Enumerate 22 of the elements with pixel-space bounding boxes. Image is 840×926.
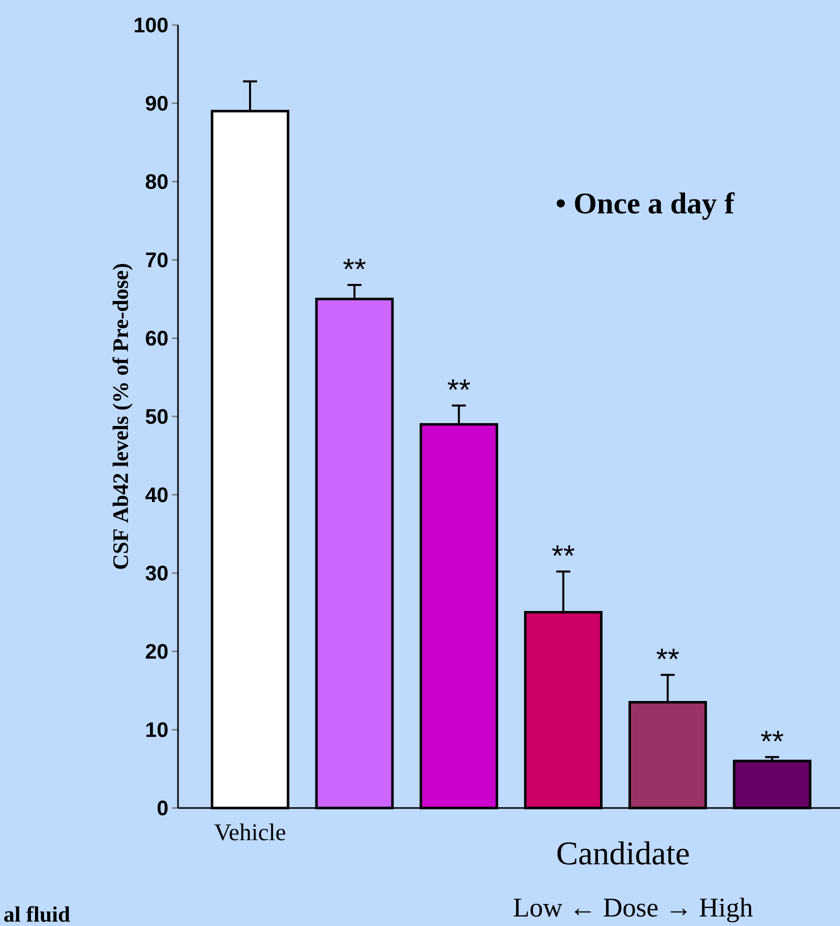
annotation: ** — [656, 648, 679, 660]
annotation: • Once a day f — [556, 192, 735, 220]
annotation: ** — [760, 730, 784, 742]
annotation: ** — [552, 545, 574, 556]
text: Candidate — [557, 841, 689, 865]
y-tick-label: 100 — [134, 18, 168, 32]
annotation: ** — [448, 379, 470, 390]
y-tick-label: 20 — [146, 644, 168, 659]
y-tick-label: 0 — [158, 800, 168, 816]
text: al fluid — [4, 906, 70, 922]
y-axis-title: CSF Ab42 levels (% of Pre-dose) — [112, 264, 133, 569]
x-tick-label: Vehicle — [214, 824, 286, 841]
y-tick-label: 50 — [146, 409, 168, 424]
y-tick-label: 30 — [146, 566, 168, 581]
y-tick-label: 60 — [146, 330, 168, 346]
y-tick-label: 40 — [145, 487, 168, 502]
annotation: ** — [343, 258, 366, 270]
y-tick-label: 80 — [146, 174, 168, 190]
text: Low ← Dose → High — [514, 898, 753, 922]
y-tick-label: 90 — [146, 96, 168, 111]
y-tick-label: 70 — [146, 252, 168, 268]
y-tick-label: 10 — [146, 722, 168, 738]
